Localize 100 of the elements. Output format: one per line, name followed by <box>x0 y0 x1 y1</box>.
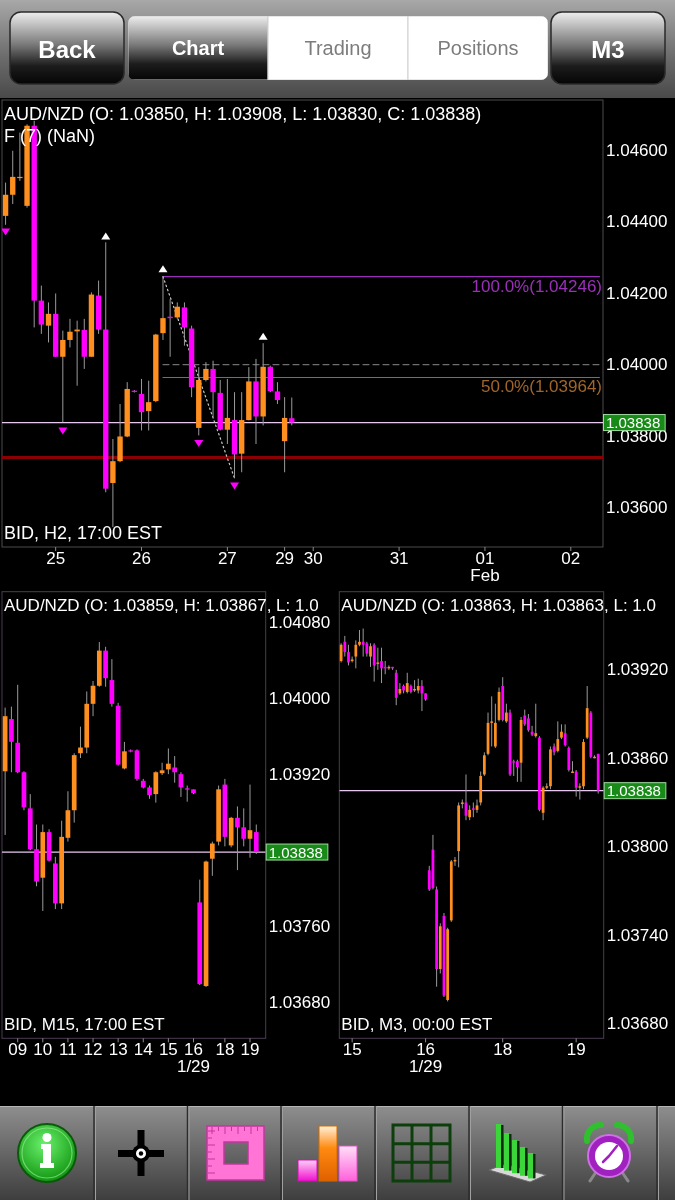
x-tick-label: 18 <box>493 1039 513 1059</box>
point <box>2 228 11 236</box>
candlestick <box>38 285 45 335</box>
candlestick <box>60 330 66 423</box>
y-tick-label: 1.04200 <box>606 283 668 303</box>
x-tick-label: 19 <box>240 1039 260 1059</box>
candlestick <box>567 745 571 773</box>
candlestick <box>10 150 16 205</box>
x-tick-label: 02 <box>561 548 581 568</box>
series-label: 100.0%(1.04246) <box>471 276 602 296</box>
candlestick <box>241 807 247 847</box>
x-tick-label: 16 1/29 <box>176 1039 211 1076</box>
candlestick <box>78 726 83 759</box>
candlestick <box>376 647 380 671</box>
candlestick <box>369 642 372 668</box>
price-tag: 1.03838 <box>265 843 329 861</box>
candlestick <box>563 723 567 747</box>
candlestick <box>574 769 578 798</box>
candlestick <box>209 841 215 877</box>
text: Back <box>38 35 97 63</box>
candlestick <box>110 438 116 528</box>
candlestick <box>153 770 159 804</box>
candlestick <box>9 706 14 773</box>
candlestick <box>505 703 508 724</box>
series-label: 50.0%(1.03964) <box>481 377 602 397</box>
candlestick <box>281 396 288 473</box>
candlestick <box>235 805 240 871</box>
y-tick-label: 1.03920 <box>606 660 669 680</box>
candlestick <box>67 318 73 348</box>
candlestick <box>578 782 582 801</box>
candlestick <box>45 301 52 343</box>
point <box>194 439 204 447</box>
y-tick-label: 1.03740 <box>606 925 669 945</box>
y-tick-label: 1.03800 <box>606 837 669 857</box>
point <box>101 232 111 240</box>
x-tick-label: 27 <box>217 548 237 568</box>
candlestick <box>224 378 231 445</box>
x-tick-label: 26 <box>132 548 151 568</box>
y-tick-label: 1.03600 <box>606 498 668 518</box>
candlestick <box>160 276 166 341</box>
annotation: BID, M15, 17:00 EST <box>4 1014 165 1034</box>
x-tick-label: 09 <box>8 1039 28 1059</box>
candlestick <box>2 182 9 226</box>
candlestick <box>138 378 145 431</box>
candlestick <box>181 301 188 347</box>
candlestick <box>372 642 376 683</box>
point <box>58 427 68 435</box>
candlestick <box>210 360 216 418</box>
text: F (7) (NaN) <box>4 126 95 146</box>
x-tick-label: 25 <box>46 548 66 568</box>
x-tick-label: 29 <box>275 548 295 568</box>
x-tick-label: 11 <box>59 1039 77 1059</box>
point <box>158 265 168 273</box>
y-tick-label: 1.03680 <box>268 992 331 1012</box>
text: Positions <box>437 37 519 59</box>
x-tick-label: 10 <box>33 1039 53 1059</box>
x-tick-label: 31 <box>389 548 409 568</box>
candlestick <box>166 747 171 775</box>
candlestick <box>145 380 152 431</box>
x-tick-label: 14 <box>133 1039 153 1059</box>
candlestick <box>493 703 497 749</box>
x-tick-label: 18 <box>215 1039 235 1059</box>
text: Trading <box>304 37 372 59</box>
y-tick-label: 1.04000 <box>268 688 331 708</box>
text: Chart <box>171 37 225 59</box>
y-tick-label: 1.03680 <box>606 1014 669 1034</box>
y-tick-label: 1.04400 <box>606 212 668 232</box>
y-tick-label: 1.04000 <box>606 355 668 375</box>
y-tick-label: 1.04600 <box>606 140 668 160</box>
x-tick-label: 16 1/29 <box>409 1039 443 1076</box>
candlestick <box>354 639 358 669</box>
candlestick <box>159 762 165 776</box>
candlestick <box>482 751 486 777</box>
chart-title: AUD/NZD (O: 1.03850, H: 1.03908, L: 1.03830, C: 1.03838) <box>4 104 482 124</box>
y-tick-label: 1.03760 <box>268 916 331 936</box>
annotation: BID, H2, 17:00 EST <box>4 523 163 543</box>
candlestick <box>343 635 347 658</box>
y-tick-label: 1.03860 <box>606 748 669 768</box>
candlestick <box>289 397 295 426</box>
candlestick <box>247 784 253 859</box>
candlestick <box>274 381 281 405</box>
candlestick <box>347 644 350 666</box>
candlestick <box>380 647 383 684</box>
x-tick-label: 15 <box>158 1039 178 1059</box>
candlestick <box>172 755 178 784</box>
chart-title: AUD/NZD (O: 1.03863, H: 1.03863, L: 1.0 <box>341 596 656 616</box>
x-tick-label: 12 <box>83 1039 103 1059</box>
x-tick-label: 13 <box>108 1039 128 1059</box>
text: M3 <box>591 35 625 63</box>
x-tick-label: 19 <box>566 1039 586 1059</box>
candlestick <box>534 703 538 739</box>
x-tick-label: 15 <box>342 1039 362 1059</box>
point <box>258 332 268 340</box>
candlestick <box>203 361 209 382</box>
x-tick-label: 30 <box>303 548 323 568</box>
x-tick-label: 01 Feb <box>470 548 500 585</box>
price-tag: 1.03838 <box>603 414 666 432</box>
point <box>230 482 240 490</box>
candlestick <box>122 741 127 770</box>
candlestick <box>253 824 259 855</box>
